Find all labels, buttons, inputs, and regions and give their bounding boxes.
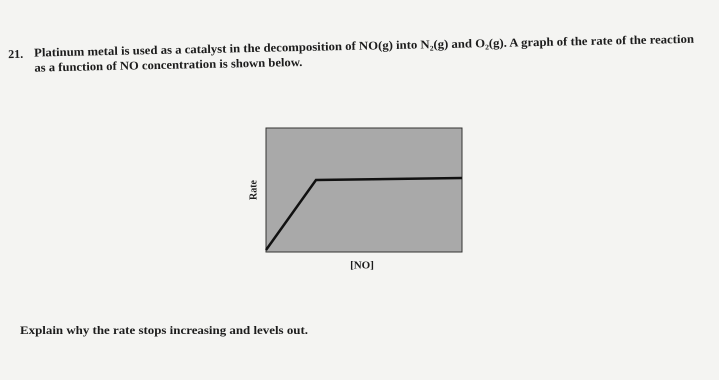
prompt: Explain why the rate stops increasing an… (20, 323, 308, 337)
question-number: 21. (8, 47, 23, 61)
question-line: as a function of NO concentration is sho… (34, 55, 302, 75)
graph-area (265, 127, 463, 253)
x-axis-label: [NO] (350, 260, 374, 272)
graph-curve (264, 176, 463, 251)
y-axis-label: Rate (248, 179, 259, 200)
